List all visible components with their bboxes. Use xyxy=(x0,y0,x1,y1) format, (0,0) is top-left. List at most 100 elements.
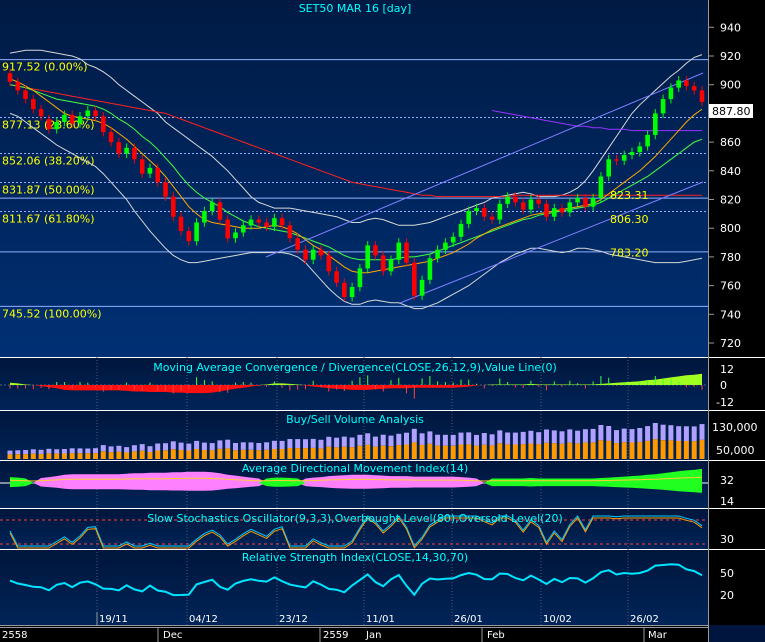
volume-bar-buy xyxy=(233,443,238,451)
candle-body xyxy=(132,147,137,160)
volume-bar-sell xyxy=(411,442,417,459)
candle xyxy=(676,76,681,92)
volume-bar-sell xyxy=(365,444,371,459)
volume-bar-sell xyxy=(54,453,60,459)
x-label-mar: Mar xyxy=(648,630,668,641)
candle-body xyxy=(310,249,316,260)
candle-body xyxy=(295,238,300,250)
volume-bar-buy xyxy=(201,442,207,450)
candle-body xyxy=(559,208,565,213)
volume-bar-buy xyxy=(271,440,277,449)
volume-tick-130000: 130,000 xyxy=(712,421,758,434)
candle xyxy=(202,206,207,227)
candle-body xyxy=(435,249,440,259)
volume-bar-sell xyxy=(264,449,270,459)
y-tick-740: 740 xyxy=(720,308,741,321)
candle xyxy=(396,238,402,265)
candle-body xyxy=(691,86,697,91)
volume-bar-buy xyxy=(178,442,184,450)
candle-body xyxy=(178,216,184,231)
volume-bar-buy xyxy=(606,426,612,441)
volume-bar-sell xyxy=(170,449,176,459)
volume-bar-buy xyxy=(489,434,495,446)
annotation-783.20: 783.20 xyxy=(610,246,649,259)
candle xyxy=(326,251,332,276)
candle xyxy=(544,199,549,221)
candle-body xyxy=(668,87,674,100)
x-label-04-12: 04/12 xyxy=(189,614,218,625)
volume-bar-sell xyxy=(310,448,316,459)
candle xyxy=(513,192,518,207)
candle xyxy=(684,76,689,91)
volume-bar-sell xyxy=(225,448,231,459)
y-tick-860: 860 xyxy=(720,136,741,149)
candle xyxy=(279,213,285,230)
candle xyxy=(163,178,168,201)
volume-bar-buy xyxy=(334,437,340,448)
volume-bar-buy xyxy=(248,442,254,450)
candle xyxy=(357,264,363,292)
ma-purple-line xyxy=(492,110,702,132)
volume-bar-buy xyxy=(38,449,44,454)
volume-bar-sell xyxy=(341,446,347,459)
volume-bar-sell xyxy=(559,443,565,459)
y-tick-920: 920 xyxy=(720,50,741,63)
volume-bar-sell xyxy=(660,440,666,459)
candle xyxy=(590,193,596,211)
candle-body xyxy=(108,132,114,143)
candle-body xyxy=(404,242,409,263)
bollinger-bands xyxy=(9,49,703,310)
volume-bar-sell xyxy=(30,453,36,459)
volume-bar-buy xyxy=(310,438,316,448)
volume-bar-buy xyxy=(621,428,627,443)
volume-bar-sell xyxy=(598,440,604,459)
candle xyxy=(62,110,67,127)
volume-bar-sell xyxy=(481,444,487,459)
x-label-2559: 2559 xyxy=(323,630,348,641)
volume-bar-sell xyxy=(209,450,215,459)
volume-bar-buy xyxy=(85,448,91,454)
candle-body xyxy=(93,110,98,117)
candle xyxy=(69,110,75,128)
candle-body xyxy=(606,159,611,177)
volume-bar-buy xyxy=(15,450,21,455)
candle-body xyxy=(326,255,332,272)
fib-label-3: 831.87 (50.00%) xyxy=(2,184,95,197)
volume-bar-sell xyxy=(497,443,503,459)
volume-bar-sell xyxy=(116,451,122,459)
macd-panel-background xyxy=(0,358,708,410)
volume-bar-sell xyxy=(435,445,441,459)
volume-bar-sell xyxy=(287,448,293,459)
candle xyxy=(427,254,433,285)
volume-bar-sell xyxy=(186,450,192,459)
candle-body xyxy=(171,196,176,217)
candle xyxy=(505,192,510,209)
candle-body xyxy=(497,203,503,220)
candle xyxy=(139,155,145,178)
volume-bar-buy xyxy=(365,433,371,445)
volume-bar-buy xyxy=(116,445,122,452)
rsi-panel: Relative Strength Index(CLOSE,14,30,70) … xyxy=(9,551,734,602)
candle-body xyxy=(46,119,52,130)
volume-bar-buy xyxy=(93,448,98,453)
candle-body xyxy=(62,114,67,122)
candle-body xyxy=(147,167,153,174)
candle xyxy=(388,255,394,276)
candle-body xyxy=(54,122,59,130)
candle-body xyxy=(536,199,541,204)
candle-body xyxy=(482,208,487,217)
rsi-tick-20: 20 xyxy=(720,589,734,602)
candle-body xyxy=(209,202,215,211)
volume-bar-sell xyxy=(15,454,21,459)
macd-panel: Moving Average Convergence / Divergence(… xyxy=(0,361,734,409)
candle-body xyxy=(241,225,246,233)
candle-body xyxy=(217,202,223,220)
candle-body xyxy=(23,90,28,99)
fib-label-4: 811.67 (61.80%) xyxy=(2,213,95,226)
candle-body xyxy=(699,90,705,102)
candle xyxy=(225,215,230,243)
volume-bar-buy xyxy=(396,433,402,446)
x-label-23-12: 23/12 xyxy=(279,614,308,625)
annotation-806.30: 806.30 xyxy=(610,213,649,226)
volume-bar-sell xyxy=(427,443,433,459)
